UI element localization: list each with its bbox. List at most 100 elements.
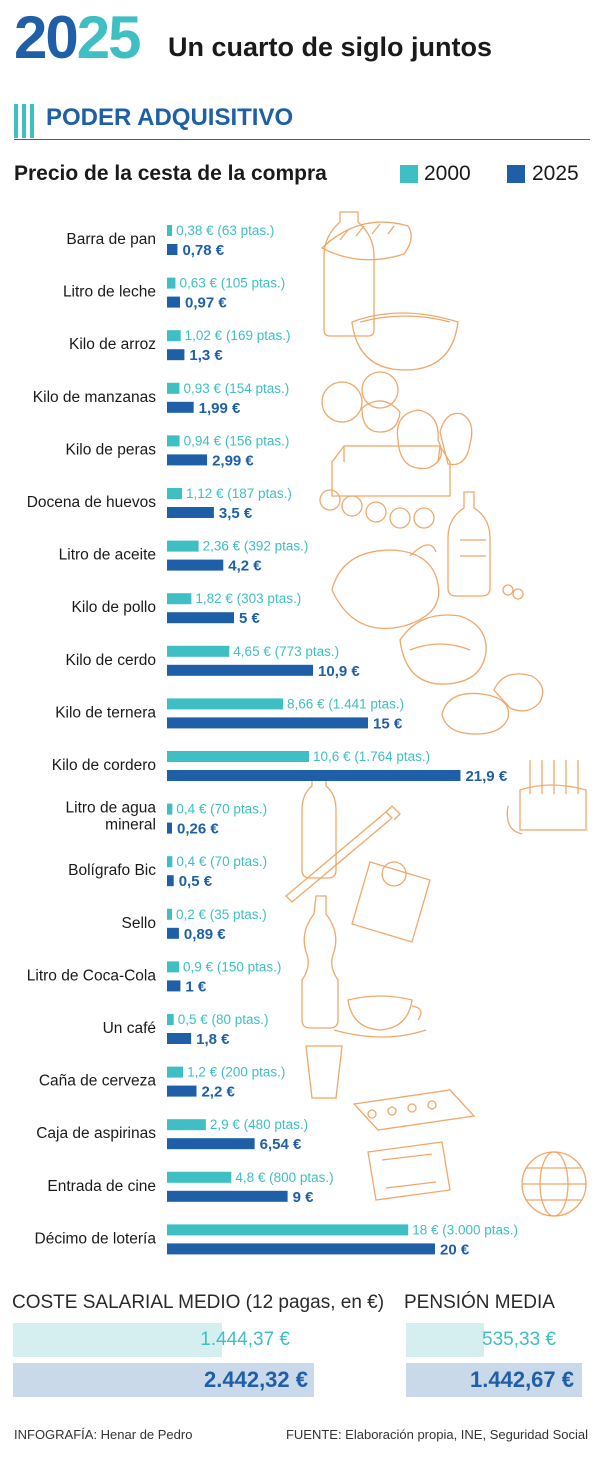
bar-2000 bbox=[167, 1066, 184, 1078]
bar-2025 bbox=[167, 1033, 192, 1044]
chicken-icon bbox=[331, 544, 440, 630]
bar-2000 bbox=[167, 540, 199, 552]
category-label: Litro de agua bbox=[66, 800, 157, 817]
bar-2025 bbox=[167, 875, 174, 887]
coffee-cup-icon bbox=[333, 995, 427, 1038]
bar-label-2000: 0,9 € (150 ptas.) bbox=[183, 959, 281, 974]
bar-2025 bbox=[167, 1138, 255, 1150]
bar-label-2025: 10,9 € bbox=[318, 663, 360, 680]
salary-title: COSTE SALARIAL MEDIO (12 pagas, en €) bbox=[12, 1292, 385, 1313]
category-label: Caña de cerveza bbox=[39, 1073, 157, 1090]
bar-2000 bbox=[167, 1119, 206, 1131]
category-label: Kilo de cordero bbox=[52, 757, 156, 774]
beer-glass-icon bbox=[305, 1045, 343, 1099]
bar-label-2000: 1,12 € (187 ptas.) bbox=[186, 486, 292, 501]
bar-label-2000: 8,66 € (1.441 ptas.) bbox=[287, 696, 404, 711]
bar-label-2000: 2,9 € (480 ptas.) bbox=[210, 1117, 308, 1132]
bar-label-2025: 6,54 € bbox=[260, 1136, 302, 1153]
bar-label-2025: 2,99 € bbox=[212, 452, 254, 469]
salary-bar-2000 bbox=[13, 1323, 223, 1357]
oil-bottle-icon bbox=[447, 491, 491, 597]
beef-cut-icon bbox=[441, 673, 544, 735]
pension-bar-2025 bbox=[406, 1363, 582, 1397]
bar-label-2000: 1,02 € (169 ptas.) bbox=[185, 328, 291, 343]
bar-2025 bbox=[167, 1190, 288, 1202]
grocery-illustrations bbox=[285, 211, 587, 1217]
bar-2025 bbox=[167, 664, 314, 676]
bar-label-2025: 1 € bbox=[185, 978, 207, 995]
bar-2025 bbox=[167, 717, 368, 729]
category-label: Kilo de peras bbox=[66, 441, 157, 458]
bar-2000 bbox=[167, 645, 230, 657]
salary-value-2025: 2.442,32 € bbox=[204, 1367, 308, 1392]
bar-2025 bbox=[167, 349, 185, 361]
bar-label-2000: 4,8 € (800 ptas.) bbox=[235, 1170, 333, 1185]
bar-2000 bbox=[167, 803, 173, 815]
category-label: Bolígrafo Bic bbox=[68, 862, 156, 879]
bar-2000 bbox=[167, 593, 192, 605]
bar-2000 bbox=[167, 961, 180, 973]
bar-label-2025: 1,3 € bbox=[189, 347, 223, 364]
category-label: Kilo de cerdo bbox=[66, 652, 156, 669]
bar-2000 bbox=[167, 856, 173, 868]
bar-label-2025: 1,99 € bbox=[199, 400, 241, 417]
pear-icon bbox=[396, 409, 473, 470]
rice-bowl-icon bbox=[351, 312, 459, 371]
category-label: Litro de Coca-Cola bbox=[27, 967, 157, 984]
bar-2000 bbox=[167, 751, 310, 762]
bread-icon bbox=[320, 221, 412, 261]
year-logo: 2025 bbox=[14, 4, 141, 71]
section-divider bbox=[14, 139, 590, 140]
legend-label-2000: 2000 bbox=[424, 162, 471, 185]
bar-2000 bbox=[167, 382, 180, 394]
category-label: Kilo de arroz bbox=[69, 336, 156, 353]
bar-2025 bbox=[167, 770, 461, 781]
milk-bottle-icon bbox=[323, 211, 375, 337]
pen-icon bbox=[285, 805, 401, 903]
bar-label-2000: 4,65 € (773 ptas.) bbox=[233, 644, 339, 659]
legend-swatch-2025 bbox=[507, 165, 525, 183]
bar-2025 bbox=[167, 401, 194, 413]
bar-label-2025: 5 € bbox=[239, 610, 261, 627]
category-label: Un café bbox=[103, 1020, 156, 1037]
bar-2000 bbox=[167, 1224, 409, 1236]
bar-label-2000: 18 € (3.000 ptas.) bbox=[412, 1222, 518, 1237]
bar-label-2000: 2,36 € (392 ptas.) bbox=[203, 539, 309, 554]
bar-2000 bbox=[167, 698, 284, 710]
bar-label-2025: 0,78 € bbox=[182, 242, 224, 259]
bar-label-2000: 0,38 € (63 ptas.) bbox=[176, 223, 274, 238]
bar-2025 bbox=[167, 822, 172, 834]
bar-2000 bbox=[167, 1171, 232, 1183]
bar-label-2000: 0,5 € (80 ptas.) bbox=[178, 1012, 269, 1027]
bar-label-2025: 0,97 € bbox=[185, 295, 227, 312]
section-marker-icon bbox=[14, 104, 36, 138]
bar-2000 bbox=[167, 908, 172, 920]
bar-label-2000: 0,4 € (70 ptas.) bbox=[176, 802, 267, 817]
category-label: Kilo de ternera bbox=[55, 704, 156, 721]
bar-label-2025: 1,8 € bbox=[196, 1031, 230, 1048]
category-label: Entrada de cine bbox=[47, 1178, 156, 1195]
category-label: Décimo de lotería bbox=[35, 1230, 157, 1247]
chart-title: Precio de la cesta de la compra bbox=[14, 162, 327, 185]
data-source: FUENTE: Elaboración propia, INE, Segurid… bbox=[285, 1427, 588, 1442]
bar-2000 bbox=[167, 488, 183, 499]
bar-label-2000: 1,2 € (200 ptas.) bbox=[187, 1065, 285, 1080]
year-first-half: 20 bbox=[14, 4, 79, 71]
cola-bottle-icon bbox=[301, 895, 339, 1029]
egg-carton-icon bbox=[331, 445, 451, 497]
salary-value-2000: 1.444,37 € bbox=[200, 1329, 290, 1350]
pork-cut-icon bbox=[399, 614, 487, 685]
page-subtitle: Un cuarto de siglo juntos bbox=[168, 32, 493, 62]
bar-label-2000: 1,82 € (303 ptas.) bbox=[195, 591, 301, 606]
bar-label-2000: 0,2 € (35 ptas.) bbox=[176, 907, 267, 922]
bar-label-2000: 0,94 € (156 ptas.) bbox=[184, 433, 290, 448]
bar-2025 bbox=[167, 1243, 435, 1255]
bar-label-2025: 0,5 € bbox=[179, 873, 213, 890]
bar-label-2000: 0,63 € (105 ptas.) bbox=[179, 276, 285, 291]
pension-value-2000: 535,33 € bbox=[482, 1329, 556, 1350]
bar-2025 bbox=[167, 559, 224, 571]
bar-label-2025: 21,9 € bbox=[465, 768, 507, 785]
bar-2025 bbox=[167, 454, 208, 466]
category-label: Barra de pan bbox=[66, 231, 156, 248]
category-label: Kilo de pollo bbox=[72, 599, 156, 616]
